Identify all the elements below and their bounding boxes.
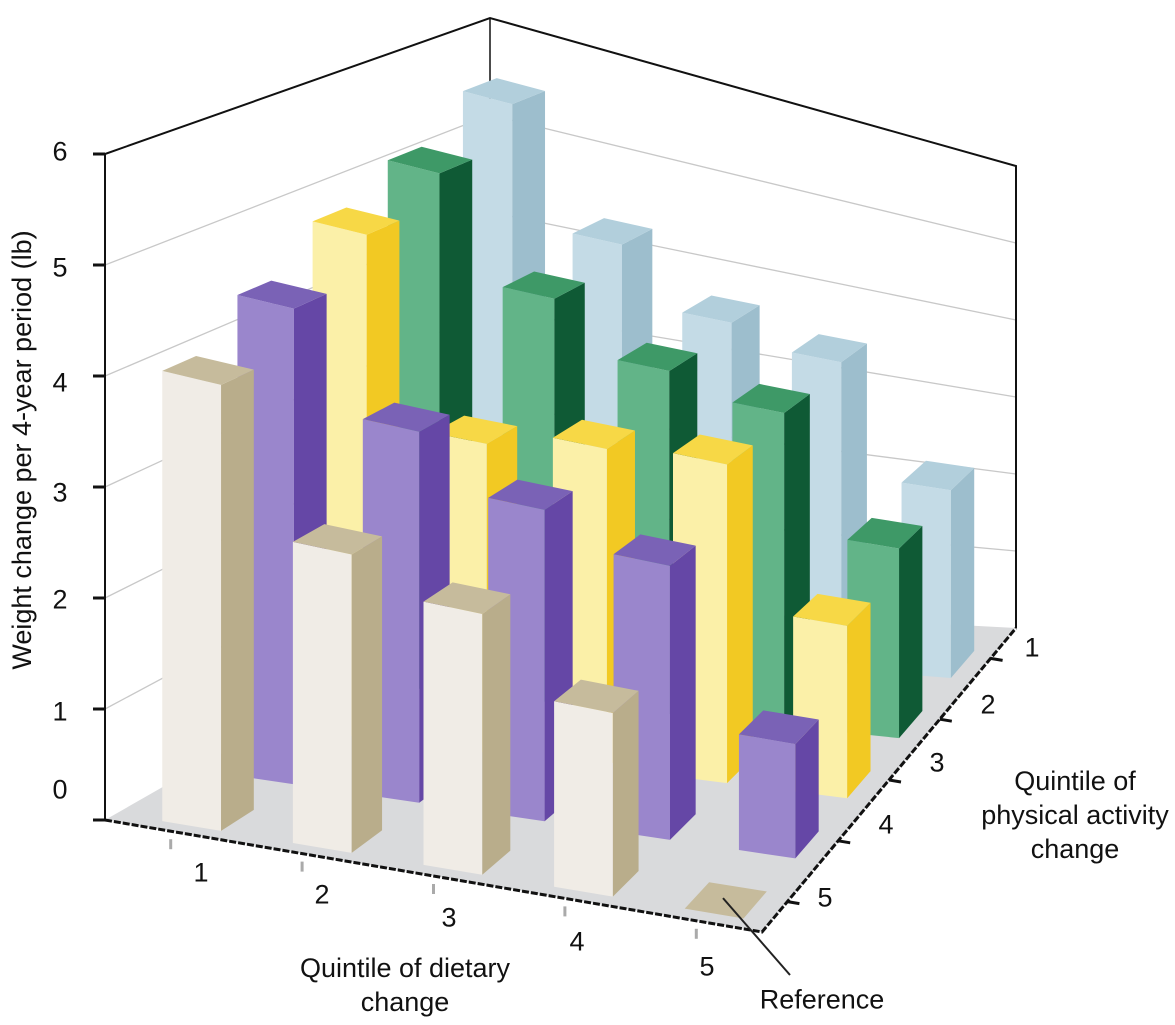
bar-side-face (950, 467, 975, 678)
gridline (104, 17, 1017, 167)
x-tick-label: 2 (314, 879, 330, 910)
y-tick-label: 0 (52, 774, 68, 805)
bar-pa5-diet4 (554, 679, 639, 897)
bar-front-face (162, 370, 222, 831)
bar-side-face (899, 525, 923, 739)
x-tick-label: 1 (193, 857, 209, 888)
bar-side-face (847, 602, 871, 799)
x-axis-title-text: Quintile of dietary change (299, 953, 511, 1017)
bar-top-face (791, 334, 867, 363)
depth-tick-label: 5 (817, 882, 833, 913)
bar-side-face (669, 545, 696, 840)
bar-top-face (312, 207, 400, 235)
bar-top-face (732, 383, 810, 414)
bar-top-face (572, 218, 653, 245)
y-tick-label: 3 (52, 477, 68, 508)
y-tick-label: 4 (52, 367, 68, 398)
depth-axis-title: Quintile of physical activity change (975, 764, 1175, 866)
depth-tick (939, 717, 953, 723)
bar-top-face (502, 271, 585, 299)
bar-top-face (423, 582, 511, 615)
y-tick-label: 6 (52, 136, 68, 167)
bar-top-face (793, 593, 871, 626)
y-tick-label: 5 (52, 252, 68, 283)
x-tick-label: 5 (699, 951, 715, 982)
bar-front-face (738, 734, 796, 859)
bar-top-face (237, 280, 327, 309)
bar-side-face (727, 445, 753, 784)
depth-tick-label: 3 (929, 747, 945, 778)
gridline (104, 114, 1017, 266)
x-tick-label: 4 (569, 926, 585, 957)
bar-side-face (351, 536, 383, 853)
bar-top-face (682, 295, 760, 323)
depth-tick-label: 4 (878, 809, 894, 840)
bar-top-face (554, 679, 639, 713)
bar-side-face (612, 690, 639, 897)
bar-side-face (795, 719, 819, 859)
bar-top-face (613, 534, 696, 566)
bar-side-face (482, 594, 511, 875)
bar-pa5-diet2 (292, 524, 383, 853)
bar-front-face (554, 701, 613, 897)
bar-side-face (221, 369, 254, 831)
reference-annotation: Reference (759, 984, 885, 1015)
bar-top-face (462, 78, 546, 105)
bar-front-face (423, 601, 483, 875)
bar-top-face (552, 419, 635, 449)
bar-top-face (162, 355, 254, 385)
depth-tick-label: 1 (1024, 632, 1040, 663)
bar-front-face (292, 541, 352, 853)
depth-tick-label: 2 (980, 689, 996, 720)
floor-edge (104, 627, 1018, 934)
bar-top-face (362, 402, 450, 432)
y-tick-label: 2 (52, 584, 68, 615)
bar-pa5-diet1 (162, 355, 254, 831)
bar-top-face (292, 524, 383, 555)
bar-top-face (488, 479, 573, 510)
depth-tick (787, 900, 800, 906)
y-tick-label: 1 (52, 696, 68, 727)
depth-tick (990, 656, 1003, 662)
x-axis-title: Quintile of dietary change (270, 951, 540, 1019)
bar-top-face (617, 342, 698, 371)
depth-tick (888, 778, 902, 784)
bar-pa5-diet3 (423, 582, 511, 875)
bar-top-face (901, 460, 975, 491)
bar-top-face (387, 146, 473, 174)
bar-top-face (672, 434, 753, 465)
bar-top-face (847, 517, 923, 549)
bar-pa4-diet5 (738, 710, 819, 859)
x-tick-label: 3 (441, 902, 457, 933)
bar-top-face (432, 415, 518, 444)
depth-axis-title-text: Quintile of physical activity change (981, 766, 1169, 864)
bar-top-face (738, 710, 819, 745)
reference-leader-line (722, 897, 791, 976)
y-axis-title: Weight change per 4-year period (lb) (7, 230, 37, 670)
depth-tick (837, 839, 851, 845)
